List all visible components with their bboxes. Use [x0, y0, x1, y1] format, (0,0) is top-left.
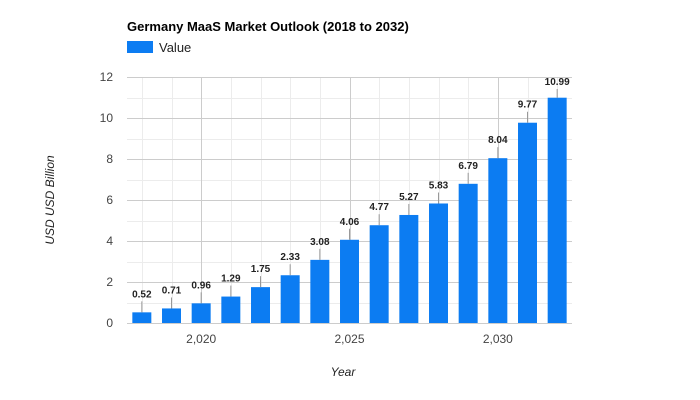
bar: [518, 122, 537, 323]
data-label: 0.52: [132, 289, 152, 300]
chart-title: Germany MaaS Market Outlook (2018 to 203…: [127, 19, 409, 34]
y-tick-label: 6: [106, 193, 113, 207]
bar: [369, 225, 389, 323]
y-tick-label: 4: [106, 234, 113, 248]
y-tick-label: 2: [106, 275, 113, 289]
y-axis-ticks: 0 2 4 6 8 10 12: [100, 70, 114, 330]
bar: [221, 296, 241, 323]
bar: [310, 259, 330, 323]
y-tick-label: 12: [100, 70, 114, 84]
data-label: 1.75: [251, 264, 271, 275]
data-label: 6.79: [458, 161, 478, 172]
data-label: 5.83: [429, 180, 449, 191]
data-label: 5.27: [399, 192, 419, 203]
data-label: 3.08: [310, 237, 330, 248]
bar: [251, 287, 270, 324]
bar: [547, 97, 567, 323]
data-label: 2.33: [280, 252, 300, 263]
y-tick-label: 0: [106, 316, 113, 330]
bar: [429, 203, 448, 323]
bar: [399, 214, 419, 323]
data-label: 4.06: [340, 217, 360, 228]
bar: [488, 158, 508, 323]
y-tick-label: 10: [100, 111, 114, 125]
data-label: 9.77: [518, 100, 538, 111]
bar: [162, 308, 181, 323]
bar: [458, 183, 478, 323]
x-axis-ticks: 2,020 2,025 2,030: [186, 332, 513, 346]
bar: [280, 275, 300, 323]
data-label: 1.29: [221, 274, 241, 285]
bar: [132, 312, 152, 323]
data-label: 4.77: [369, 202, 389, 213]
x-tick-label: 2,030: [483, 332, 513, 346]
data-label: 10.99: [545, 77, 570, 88]
y-tick-label: 8: [106, 152, 113, 166]
legend-label: Value: [159, 40, 191, 55]
x-tick-label: 2,025: [334, 332, 364, 346]
x-tick-label: 2,020: [186, 332, 216, 346]
data-label: 8.04: [488, 135, 508, 146]
y-axis-title: USD USD Billion: [43, 155, 57, 245]
legend-swatch: [127, 41, 153, 53]
data-label: 0.71: [162, 285, 182, 296]
bar: [191, 303, 211, 323]
x-axis-title: Year: [331, 365, 357, 379]
data-label: 0.96: [191, 280, 211, 291]
bars: [132, 97, 567, 324]
data-labels: 0.52 0.71 0.96 1.29 1.75 2.33 3.08 4.06 4.77 5.27…: [132, 77, 570, 313]
bar: [340, 239, 359, 323]
